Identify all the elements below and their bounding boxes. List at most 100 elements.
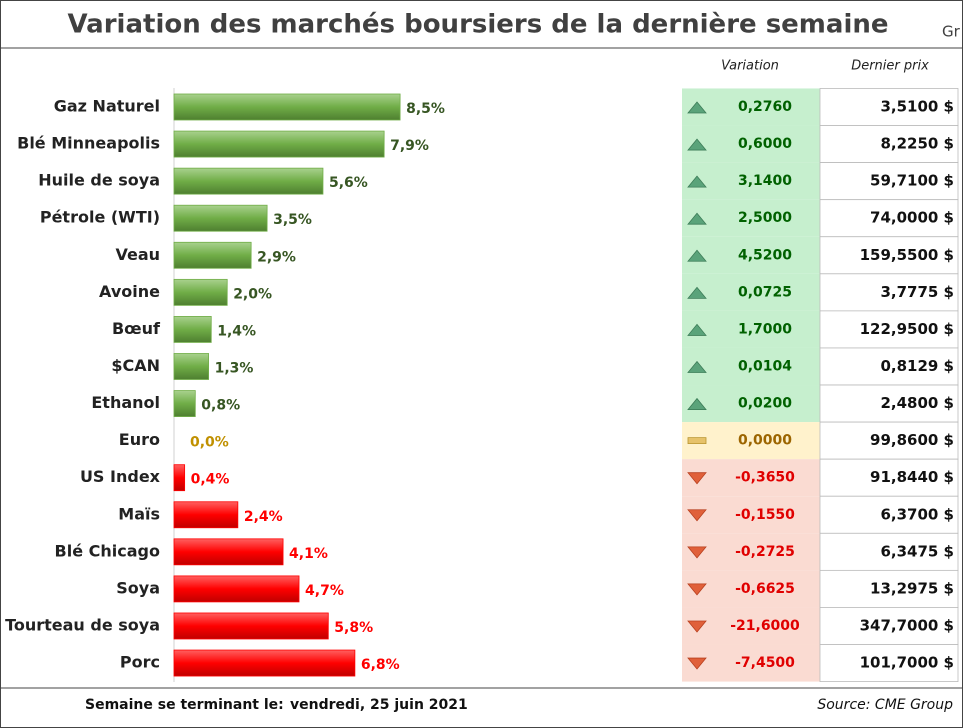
bar [173,167,324,195]
variation-cell [682,570,820,608]
trend-icon [687,360,707,373]
category-label: Porc [120,653,160,672]
trend-icon [687,101,707,114]
variation-value: 1,7000 [738,321,792,337]
price-cell [819,458,959,497]
price-cell [819,310,959,349]
trend-icon [687,583,707,596]
variation-value: 0,0725 [738,284,792,300]
variation-value: 0,0200 [738,396,792,412]
price-value: 3,5100 $ [880,98,954,116]
price-cell [819,421,959,460]
price-cell [819,199,959,238]
column-header: Dernier prix [851,59,929,74]
variation-value: 0,0104 [738,358,792,374]
value-label: 7,9% [390,138,429,154]
price-value: 122,9500 $ [860,320,954,338]
trend-icon [687,437,707,445]
value-label: 4,7% [305,583,344,599]
value-label: 3,5% [273,212,312,228]
variation-cell [682,236,820,274]
price-value: 74,0000 $ [870,209,954,227]
bar [173,612,329,640]
trend-icon [687,472,707,485]
title: Variation des marchés boursiers de la de… [67,10,888,40]
category-label: Tourteau de soya [5,615,160,634]
category-label: Ethanol [91,393,160,412]
value-label: 5,6% [329,175,368,191]
value-label: 2,0% [233,286,272,302]
price-cell [819,644,959,682]
price-cell [819,88,959,126]
price-value: 8,2250 $ [880,135,954,153]
bar [173,278,228,306]
value-label: 4,1% [289,546,328,562]
variation-value: 4,5200 [738,247,792,263]
variation-value: -21,6000 [730,618,800,634]
variation-value: -0,1550 [735,507,795,523]
category-label: Huile de soya [38,171,160,190]
price-cell [819,162,959,201]
value-label: 1,4% [217,323,256,339]
variation-cell [682,273,820,311]
column-header: Variation [721,59,779,74]
variation-cell [682,644,820,682]
value-label: 0,0% [190,435,229,451]
variation-value: -0,2725 [735,544,795,560]
trend-icon [687,509,707,522]
price-cell [819,236,959,275]
corner-text: Gr [942,23,961,41]
variation-cell [682,88,820,126]
trend-icon [687,620,707,633]
variation-cell [682,310,820,348]
value-label: 0,4% [191,472,230,488]
value-label: 0,8% [201,398,240,414]
value-label: 6,8% [361,657,400,673]
category-label: Veau [115,245,160,264]
bar [173,130,385,158]
bar [173,390,196,417]
price-value: 0,8129 $ [880,357,954,375]
variation-cell [682,533,820,571]
trend-icon [687,249,707,262]
variation-cell [682,496,820,534]
bar [173,464,186,492]
price-value: 6,3475 $ [880,542,954,560]
trend-icon [687,138,707,151]
variation-value: -7,4500 [735,655,795,671]
bar [173,575,300,603]
footer-label: Semaine se terminant le: [85,697,284,713]
category-label: Avoine [99,282,160,301]
price-value: 91,8440 $ [870,468,954,486]
bar [173,501,239,529]
footer-source: Source: CME Group [817,697,953,713]
variation-value: 2,5000 [738,210,792,226]
variation-value: 0,6000 [738,136,792,152]
category-label: Blé Chicago [55,541,160,560]
value-label: 8,5% [406,101,445,117]
trend-icon [687,286,707,299]
value-label: 2,4% [244,509,283,525]
bar [173,649,356,677]
value-label: 2,9% [257,249,296,265]
bar [173,353,209,380]
category-label: Maïs [118,504,160,523]
variation-cell [682,199,820,237]
trend-icon [687,175,707,188]
category-label: Euro [119,430,160,449]
price-cell [819,532,959,571]
variation-value: 0,2760 [738,99,792,115]
bar [173,538,284,566]
price-value: 2,4800 $ [880,394,954,412]
footer-date: vendredi, 25 juin 2021 [290,697,468,713]
variation-value: -0,6625 [735,581,795,597]
category-label: Gaz Naturel [54,97,160,116]
price-value: 3,7775 $ [880,283,954,301]
variation-cell [682,607,820,645]
trend-icon [687,212,707,225]
variation-value: 3,1400 [738,173,792,189]
variation-cell [682,459,820,497]
price-value: 99,8600 $ [870,431,954,449]
variation-value: -0,3650 [735,470,795,486]
